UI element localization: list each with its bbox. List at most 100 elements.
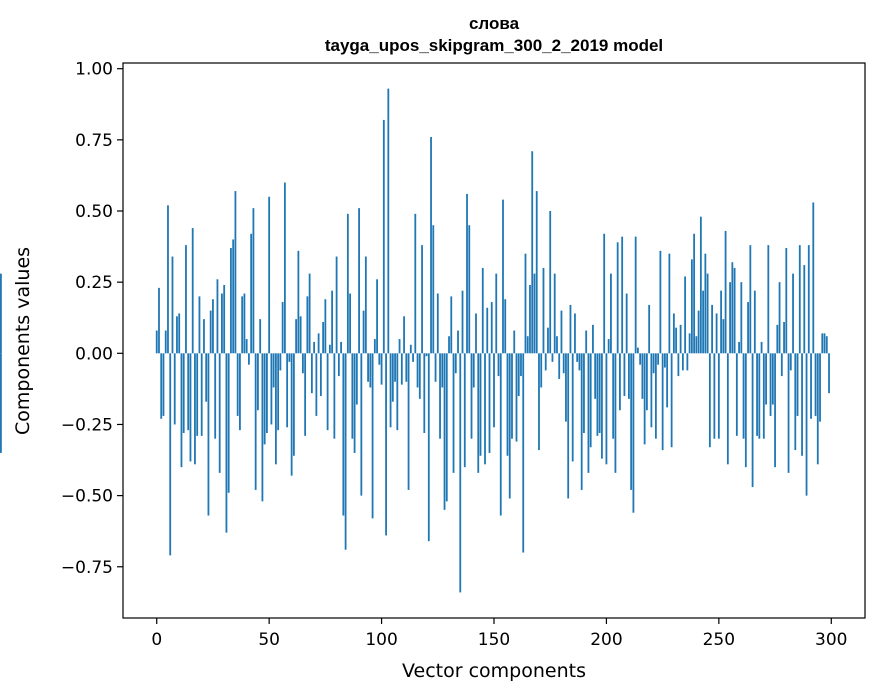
bar — [531, 151, 534, 354]
bar — [801, 353, 803, 456]
bar — [504, 299, 507, 354]
bar — [427, 353, 430, 542]
bar — [522, 353, 525, 553]
bar — [158, 287, 160, 354]
bar — [180, 353, 183, 468]
bar — [155, 330, 158, 354]
bar — [524, 253, 527, 354]
bar — [648, 304, 651, 354]
bar — [583, 353, 585, 433]
bar — [398, 339, 401, 354]
bar — [576, 353, 579, 362]
bar — [538, 353, 540, 451]
bar — [239, 353, 241, 431]
bar — [488, 353, 491, 453]
bar — [758, 353, 761, 439]
y-tick-label: 0.50 — [75, 202, 113, 222]
bar — [344, 353, 347, 550]
bar — [681, 353, 684, 371]
bar — [715, 313, 718, 354]
bar — [205, 353, 208, 402]
bar — [657, 353, 660, 365]
bar — [187, 353, 190, 431]
x-tick-label: 50 — [258, 630, 280, 650]
bar — [459, 353, 462, 593]
y-tick-label: 1.00 — [75, 60, 113, 80]
x-tick-label: 0 — [151, 630, 162, 650]
bar — [203, 319, 205, 354]
bar — [643, 353, 646, 445]
bar — [250, 233, 253, 354]
bar — [313, 341, 316, 354]
bar — [364, 256, 367, 354]
bar — [362, 310, 365, 354]
bar — [652, 353, 655, 374]
bar — [275, 353, 277, 465]
bar — [306, 296, 309, 354]
bar — [783, 322, 785, 354]
bar — [214, 353, 217, 439]
bar — [558, 353, 561, 379]
bar — [454, 353, 457, 374]
x-tick-label: 150 — [478, 630, 510, 650]
bar — [342, 353, 345, 516]
bar — [663, 353, 666, 368]
bar — [794, 353, 797, 451]
x-tick-label: 200 — [590, 630, 622, 650]
bar — [740, 282, 743, 354]
bar — [396, 353, 399, 431]
bar — [389, 353, 392, 428]
bar — [747, 302, 749, 354]
bar — [697, 310, 700, 354]
bar — [508, 353, 511, 499]
bar — [430, 137, 432, 354]
x-tick-label: 300 — [815, 630, 847, 650]
bar — [416, 353, 419, 388]
bar — [825, 336, 828, 354]
bar — [556, 336, 558, 354]
bar — [391, 353, 394, 402]
bar — [369, 353, 372, 388]
bar — [603, 233, 606, 354]
bar — [499, 353, 502, 516]
bar — [639, 353, 642, 365]
bar — [490, 302, 493, 354]
bar — [578, 353, 581, 371]
y-tick-label: 0.75 — [75, 131, 113, 151]
bar — [169, 353, 172, 556]
bar — [650, 353, 653, 428]
bar — [315, 353, 318, 416]
bar — [654, 353, 657, 439]
bar — [479, 353, 482, 456]
plot-frame — [122, 62, 866, 619]
bar — [744, 353, 747, 468]
bar — [349, 293, 351, 354]
bar — [466, 193, 468, 354]
bar — [403, 316, 405, 354]
bar — [493, 353, 495, 428]
bar — [803, 265, 806, 354]
bar — [706, 273, 709, 354]
bar — [225, 353, 228, 533]
bar — [778, 282, 781, 354]
bar — [720, 290, 722, 354]
bar — [277, 353, 280, 431]
bar — [185, 245, 187, 354]
bar — [164, 330, 167, 354]
x-tick-label: 100 — [365, 630, 397, 650]
bar — [351, 353, 354, 439]
bar — [686, 353, 689, 371]
bar — [733, 267, 736, 354]
bar — [742, 353, 745, 439]
bar — [605, 353, 608, 465]
chart-subtitle: tayga_upos_skipgram_300_2_2019 model — [325, 36, 663, 55]
bar — [288, 353, 291, 362]
bar — [173, 353, 176, 425]
bar — [798, 245, 801, 354]
bar — [547, 327, 549, 354]
bar — [270, 353, 273, 425]
bar — [612, 353, 615, 439]
bar — [245, 339, 248, 354]
bar — [241, 296, 244, 354]
